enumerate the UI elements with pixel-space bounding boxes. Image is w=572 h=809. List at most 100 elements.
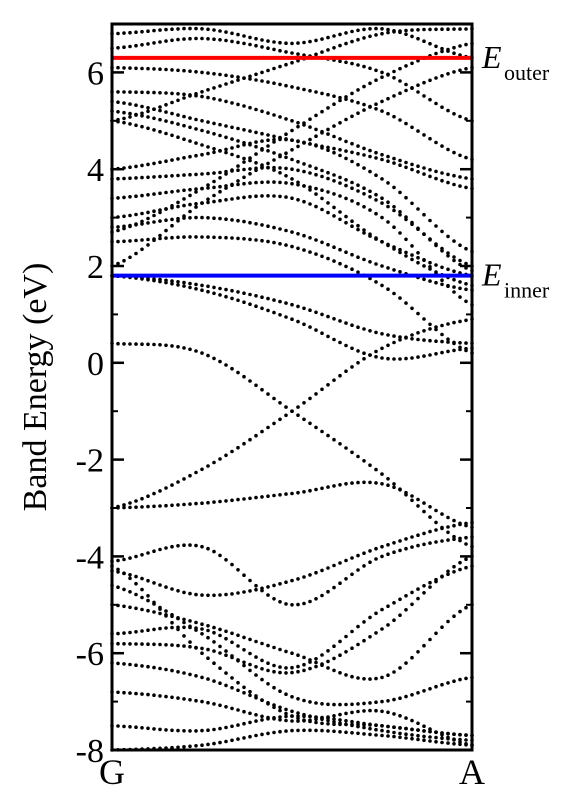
band-point: [464, 565, 468, 570]
band-point: [278, 82, 282, 87]
band-point: [146, 598, 150, 603]
band-point: [248, 662, 252, 667]
band-point: [338, 483, 342, 487]
band-point: [338, 340, 342, 345]
band-point: [116, 46, 120, 50]
band-point: [428, 238, 432, 242]
band-point: [350, 224, 354, 228]
band-point: [338, 148, 342, 152]
band-point: [254, 222, 258, 226]
band-point: [278, 64, 282, 69]
band-point: [356, 151, 360, 156]
band-point: [158, 40, 162, 44]
band-point: [278, 299, 282, 304]
band-point: [464, 27, 468, 31]
band-point: [206, 656, 210, 660]
band-point: [152, 107, 156, 111]
band-point: [272, 669, 276, 674]
band-point: [164, 503, 168, 508]
band-point: [164, 546, 168, 550]
band-point: [416, 83, 420, 87]
band-point: [452, 255, 456, 259]
band-point: [428, 739, 432, 743]
band-point: [392, 30, 396, 34]
band-point: [152, 192, 156, 196]
band-point: [134, 342, 138, 346]
band-point: [464, 341, 468, 345]
band-point: [122, 557, 126, 562]
band-point: [236, 370, 240, 375]
band-point: [194, 153, 198, 158]
band-point: [422, 80, 426, 85]
band-points: [110, 26, 474, 752]
band-point: [332, 46, 336, 50]
band-point: [218, 170, 222, 175]
band-point: [278, 665, 282, 669]
band-point: [446, 254, 450, 258]
band-point: [374, 236, 378, 240]
band-point: [188, 744, 192, 749]
band-point: [158, 583, 162, 587]
band-point: [428, 174, 432, 179]
band-point: [236, 126, 240, 131]
band-point: [386, 604, 390, 608]
band-point: [320, 37, 324, 41]
band-point: [116, 100, 120, 104]
band-point: [320, 721, 324, 726]
band-point: [380, 482, 384, 486]
band-point: [170, 483, 174, 487]
band-point: [254, 161, 258, 165]
band-point: [194, 92, 198, 96]
band-point: [212, 147, 216, 151]
band-point: [116, 724, 120, 728]
band-point: [296, 711, 300, 715]
band-point: [326, 48, 330, 52]
band-point: [308, 171, 312, 175]
band-point: [236, 737, 240, 741]
band-point: [332, 722, 336, 726]
band-point: [218, 651, 222, 655]
band-point: [362, 153, 366, 157]
band-point: [434, 263, 438, 267]
band-point: [218, 553, 222, 558]
band-point: [224, 453, 228, 458]
band-point: [140, 342, 144, 347]
band-point: [380, 346, 384, 351]
band-point: [446, 569, 450, 574]
band-point: [308, 700, 312, 704]
band-point: [170, 174, 174, 178]
band-point: [404, 32, 408, 36]
band-point: [248, 589, 252, 593]
band-point: [344, 650, 348, 654]
band-point: [176, 98, 180, 103]
band-point: [410, 253, 414, 257]
band-point: [440, 46, 444, 51]
band-point: [326, 242, 330, 247]
band-point: [302, 662, 306, 667]
band-point: [428, 735, 432, 739]
band-point: [428, 338, 432, 343]
band-point: [416, 691, 420, 695]
band-point: [434, 735, 438, 740]
band-point: [164, 728, 168, 732]
band-point: [176, 670, 180, 674]
band-point: [464, 738, 468, 742]
band-point: [254, 144, 258, 149]
band-point: [428, 97, 432, 102]
band-point: [206, 95, 210, 100]
band-point: [422, 643, 426, 648]
band-point: [362, 701, 366, 706]
band-point: [272, 168, 276, 172]
band-point: [212, 199, 216, 204]
band-point: [122, 505, 126, 510]
band-point: [428, 322, 432, 327]
band-point: [458, 175, 462, 179]
band-point: [338, 217, 342, 222]
band-point: [134, 113, 138, 117]
band-point: [326, 659, 330, 664]
band-point: [380, 31, 384, 36]
band-point: [386, 483, 390, 488]
band-point: [182, 197, 186, 201]
band-point: [176, 627, 180, 632]
band-point: [134, 164, 138, 169]
